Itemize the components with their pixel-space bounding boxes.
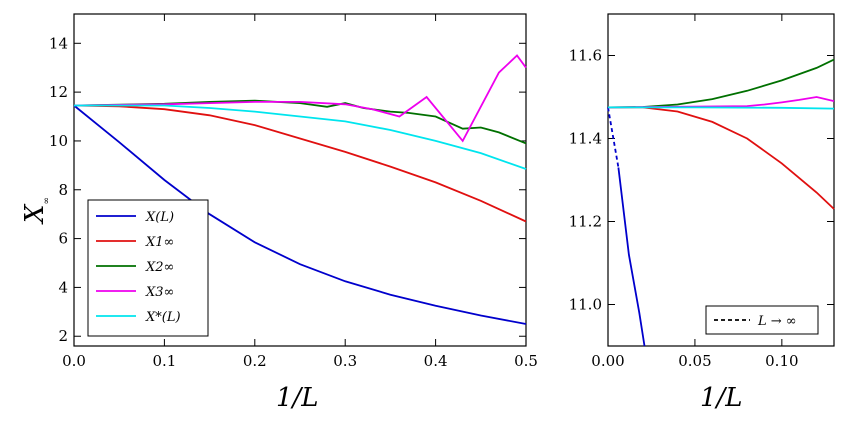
right-x-axis-label: 1/L <box>700 383 743 413</box>
right-series-x1 <box>608 106 835 210</box>
right-y-tick-label: 11.2 <box>569 213 602 231</box>
left-series-x3 <box>73 54 527 143</box>
right-y-tick-label: 11.4 <box>569 130 602 148</box>
left-legend-box <box>87 199 209 337</box>
left-series-xl <box>74 104 527 170</box>
left-y-tick-label: 6 <box>58 230 68 248</box>
right-legend-box <box>705 305 819 335</box>
left-legend-label: X2∞ <box>145 260 174 275</box>
left-y-tick-label: 8 <box>58 181 68 199</box>
left-y-tick-label: 10 <box>49 132 68 150</box>
right-series-xl <box>617 167 646 347</box>
left-legend-label: X(L) <box>145 210 174 225</box>
left-axes-frame <box>73 13 527 347</box>
right-y-tick-label: 11.0 <box>569 296 602 314</box>
left-legend-label: X1∞ <box>145 235 174 250</box>
left-x-tick-label: 0.2 <box>243 352 267 370</box>
right-legend-label: L → ∞ <box>757 314 797 329</box>
right-x-tick-label: 0.00 <box>591 352 624 370</box>
left-legend: X(L) X1∞ X2∞ X3∞ X*(L) <box>87 199 209 337</box>
right-x-tick-label: 0.10 <box>765 352 798 370</box>
left-x-tick-label: 0.0 <box>62 352 86 370</box>
left-x-tick-label: 0.4 <box>424 352 448 370</box>
right-axes-frame <box>607 13 835 347</box>
left-x-tick-label: 0.3 <box>333 352 357 370</box>
right-series-l <box>607 107 620 168</box>
right-series-xl <box>608 106 835 110</box>
right-legend: L → ∞ <box>705 305 819 335</box>
left-y-tick-label: 4 <box>58 278 68 296</box>
left-series-xl <box>73 104 527 325</box>
left-y-tick-label: 12 <box>49 83 68 101</box>
right-panel: 0.00 0.05 0.10 11.0 11.2 11.4 11.6 1/L L → ∞ <box>569 13 835 413</box>
left-x-tick-label: 0.5 <box>514 352 538 370</box>
right-y-tick-label: 11.6 <box>569 47 602 65</box>
left-series-x1 <box>73 104 527 223</box>
left-y-tick-label: 14 <box>49 34 68 52</box>
left-panel: 0.0 0.1 0.2 0.3 0.4 0.5 2 4 6 8 10 12 14 X∞ 1/L X(L)… <box>20 13 538 413</box>
left-legend-label: X*(L) <box>145 310 181 325</box>
left-y-axis-label: X∞ <box>20 197 52 225</box>
right-series-x3 <box>607 96 835 109</box>
right-x-tick-label: 0.05 <box>678 352 711 370</box>
left-x-tick-label: 0.1 <box>152 352 176 370</box>
left-y-tick-label: 2 <box>58 327 68 345</box>
left-x-axis-label: 1/L <box>276 383 319 413</box>
left-legend-label: X3∞ <box>145 285 174 300</box>
